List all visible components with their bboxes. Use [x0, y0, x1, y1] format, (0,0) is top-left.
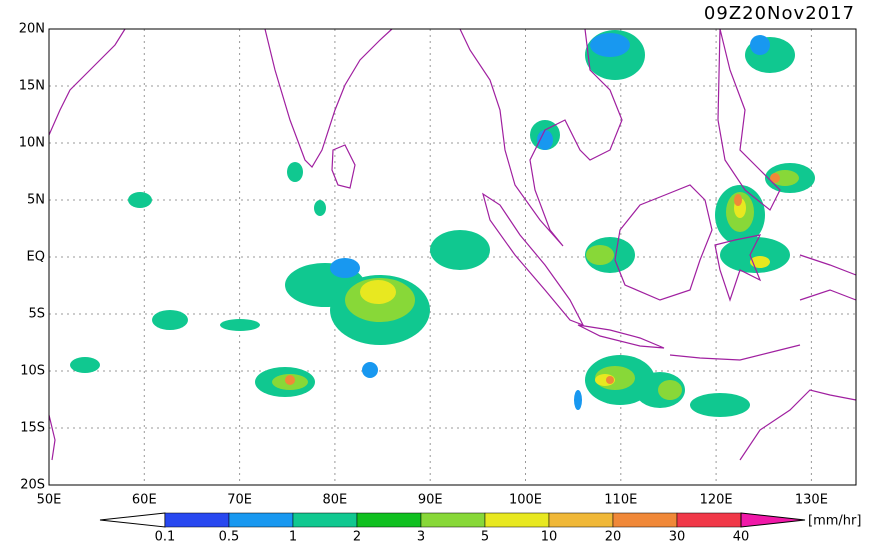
lon-label: 120E — [700, 493, 733, 508]
colorbar-label: 0.5 — [219, 530, 240, 544]
colorbar-high — [740, 512, 806, 528]
colorbar-label: 20 — [605, 530, 622, 544]
map-title: 09Z20Nov2017 — [704, 3, 855, 24]
map-frame — [48, 28, 857, 486]
colorbar-label: 3 — [417, 530, 425, 544]
colorbar: 0.1 0.5 1 2 3 5 10 20 30 40 [mm/hr] — [99, 512, 861, 544]
colorbar-swatch — [356, 512, 422, 528]
colorbar-label: 1 — [289, 530, 297, 544]
colorbar-swatch — [164, 512, 230, 528]
lat-label: 15N — [19, 79, 45, 94]
colorbar-label: 2 — [353, 530, 361, 544]
lat-label: 15S — [20, 421, 45, 436]
colorbar-swatch — [676, 512, 742, 528]
lon-label: 60E — [132, 493, 157, 508]
colorbar-swatch — [420, 512, 486, 528]
colorbar-label: 5 — [481, 530, 489, 544]
coastlines — [48, 28, 857, 461]
lon-label: 110E — [604, 493, 637, 508]
colorbar-label: 30 — [669, 530, 686, 544]
lon-label: 130E — [795, 493, 828, 508]
colorbar-swatch — [612, 512, 678, 528]
colorbar-swatch — [228, 512, 294, 528]
lat-label: 20S — [20, 478, 45, 493]
lat-label: 5S — [28, 307, 45, 322]
lat-label: 20N — [19, 22, 45, 37]
lon-label: 90E — [418, 493, 443, 508]
colorbar-label: 40 — [733, 530, 750, 544]
lat-label: 5N — [27, 193, 45, 208]
colorbar-label: 10 — [541, 530, 558, 544]
lat-label: 10N — [19, 136, 45, 151]
colorbar-swatch — [548, 512, 614, 528]
colorbar-low — [99, 512, 166, 528]
colorbar-label: 0.1 — [155, 530, 176, 544]
lon-label: 80E — [323, 493, 348, 508]
lon-label: 70E — [227, 493, 252, 508]
lon-label: 100E — [509, 493, 542, 508]
lat-label: 10S — [20, 364, 45, 379]
lon-label: 50E — [37, 493, 62, 508]
lat-label: EQ — [27, 250, 45, 265]
colorbar-swatch — [292, 512, 358, 528]
colorbar-swatch — [484, 512, 550, 528]
colorbar-unit: [mm/hr] — [808, 514, 861, 529]
precipitation — [70, 30, 815, 417]
